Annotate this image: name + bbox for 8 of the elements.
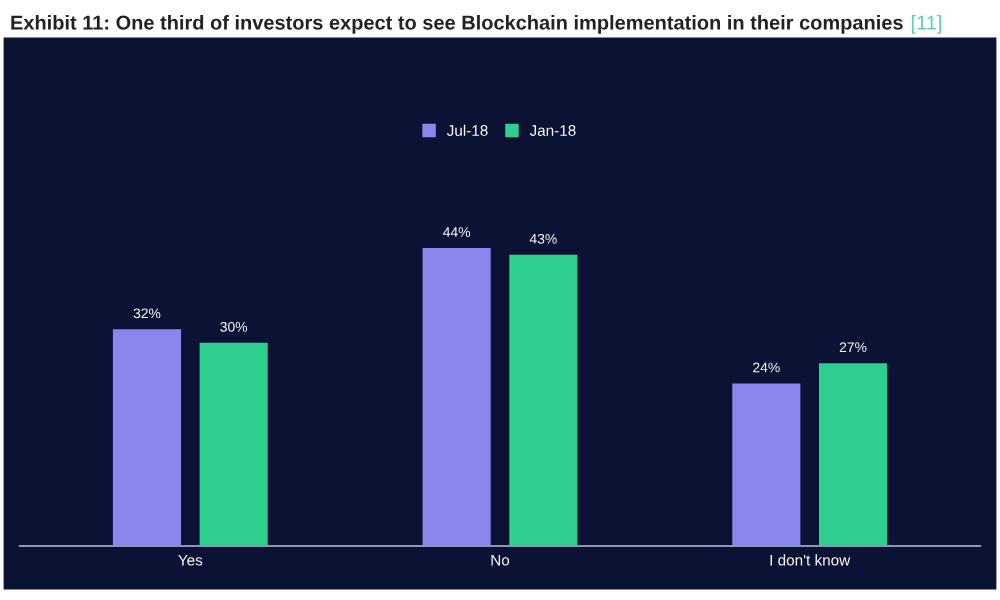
- bar: [199, 342, 268, 546]
- bar: [112, 329, 182, 546]
- text: [11]: [911, 15, 941, 34]
- bar: [732, 383, 801, 546]
- bar: [509, 254, 578, 546]
- bar: [818, 363, 888, 546]
- bar: [422, 248, 491, 546]
- chart-title: Exhibit 11: One third of investors expect to see Blockchain implementation in their companies: [11, 15, 903, 34]
